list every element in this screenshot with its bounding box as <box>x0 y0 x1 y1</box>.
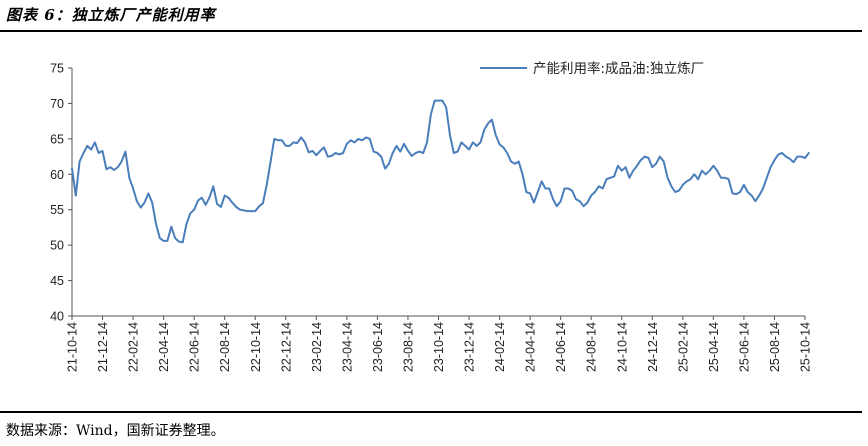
x-tick-label: 23-08-14 <box>401 322 415 372</box>
figure-title: 图表 6：独立炼厂产能利用率 <box>6 6 216 24</box>
y-tick-label: 50 <box>50 239 64 253</box>
x-tick-label: 25-08-14 <box>768 322 782 372</box>
x-tick-label: 21-10-14 <box>66 322 80 372</box>
x-tick-label: 23-12-14 <box>463 322 477 372</box>
x-tick-label: 22-12-14 <box>279 322 293 372</box>
x-tick-label: 23-06-14 <box>371 322 385 372</box>
x-tick-label: 24-02-14 <box>493 322 507 372</box>
source-note: 数据来源：Wind，国新证券整理。 <box>6 423 225 439</box>
x-tick-label: 25-02-14 <box>676 322 690 372</box>
x-tick-label: 22-06-14 <box>188 322 202 372</box>
y-tick-label: 40 <box>50 310 64 324</box>
series-group <box>71 99 810 244</box>
x-tick-label: 23-02-14 <box>310 322 324 372</box>
y-tick-label: 45 <box>50 274 64 288</box>
top-rule <box>0 30 862 32</box>
y-tick-label: 65 <box>50 132 64 146</box>
x-tick-label: 24-12-14 <box>646 322 660 372</box>
bottom-rule <box>0 411 862 413</box>
x-tick-label: 25-10-14 <box>799 322 813 372</box>
legend: 产能利用率:成品油:独立炼厂 <box>480 60 704 77</box>
x-tick-label: 21-12-14 <box>96 322 110 372</box>
y-tick-label: 55 <box>50 203 64 217</box>
y-tick-labels: 40 45 50 55 60 65 70 75 <box>50 62 64 324</box>
x-tick-label: 22-10-14 <box>249 322 263 372</box>
y-tick-label: 75 <box>50 62 64 76</box>
x-tick-label: 24-04-14 <box>524 322 538 372</box>
x-tick-label: 22-04-14 <box>157 322 171 372</box>
x-tick-label: 25-04-14 <box>707 322 721 372</box>
series-line <box>71 99 810 244</box>
x-tick-label: 24-10-14 <box>615 322 629 372</box>
x-tick-label: 22-08-14 <box>218 322 232 372</box>
chart-axes <box>68 67 806 320</box>
y-tick-label: 60 <box>50 168 64 182</box>
x-tick-label: 22-02-14 <box>127 322 141 372</box>
legend-label: 产能利用率:成品油:独立炼厂 <box>533 60 704 77</box>
x-tick-labels: 21-10-14 21-12-14 22-02-14 22-04-14 22-06-14… <box>66 322 813 372</box>
x-tick-label: 23-10-14 <box>432 322 446 372</box>
x-tick-label: 25-06-14 <box>737 322 751 372</box>
y-tick-label: 70 <box>50 97 64 111</box>
x-tick-label: 23-04-14 <box>340 322 354 372</box>
x-tick-label: 24-06-14 <box>554 322 568 372</box>
x-tick-label: 24-08-14 <box>585 322 599 372</box>
